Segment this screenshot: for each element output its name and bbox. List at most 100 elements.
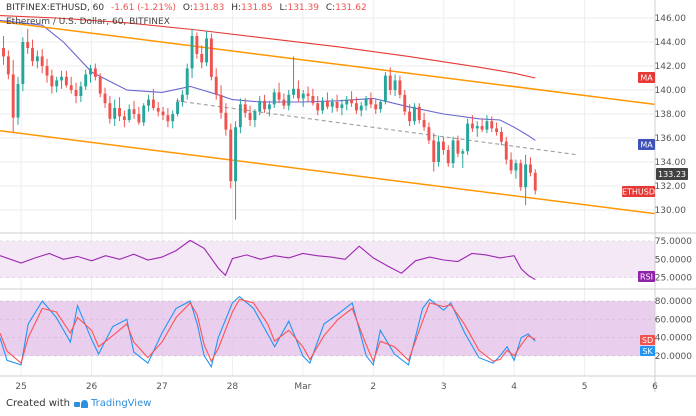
close-value: 131.62 xyxy=(335,3,367,13)
candle-body xyxy=(272,92,276,105)
ma-blue-badge[interactable]: MA xyxy=(638,139,655,150)
candle-body xyxy=(74,90,78,96)
candle-body xyxy=(277,92,281,100)
candle xyxy=(55,76,59,93)
candle xyxy=(224,103,228,136)
candle-body xyxy=(151,99,155,108)
x-tick-label: 2 xyxy=(370,382,376,392)
midline-dashed xyxy=(176,100,578,156)
candle xyxy=(127,104,131,123)
candle-body xyxy=(509,159,513,171)
candle-body xyxy=(359,105,363,111)
last-price-badge[interactable]: 133.23 xyxy=(656,168,688,180)
candle xyxy=(514,159,518,179)
rsi-badge-label: RSI xyxy=(640,273,653,282)
candle-body xyxy=(89,68,92,75)
candle-body xyxy=(69,85,73,90)
candle xyxy=(524,154,528,206)
candle-body xyxy=(166,115,170,122)
candle-body xyxy=(321,100,325,111)
candle-body xyxy=(137,114,141,123)
ethusd-badge[interactable]: ETHUSD xyxy=(622,186,655,197)
candle xyxy=(40,49,44,74)
candle-body xyxy=(374,104,378,110)
candle xyxy=(379,99,383,113)
tradingview-logo-icon xyxy=(73,399,88,409)
candle xyxy=(287,90,291,111)
candle xyxy=(292,56,296,99)
candle-body xyxy=(499,132,503,142)
candle-body xyxy=(45,66,49,76)
stochastic-tick-label: 80.0000 xyxy=(655,297,692,307)
candle-body xyxy=(514,163,518,171)
candle xyxy=(485,115,489,134)
candle xyxy=(369,92,373,108)
candle xyxy=(528,157,532,177)
stochastic-d-line xyxy=(0,298,536,365)
time-axis[interactable]: 25 26 27 28 Mar 2 3 4 5 6 xyxy=(15,382,658,392)
candle xyxy=(2,36,5,65)
candle-body xyxy=(528,164,532,173)
candle xyxy=(330,98,334,113)
sk-badge[interactable]: SK xyxy=(640,346,655,356)
stochastic-tick-label: 40.0000 xyxy=(655,334,692,344)
candle-body xyxy=(11,74,15,118)
candle xyxy=(176,98,179,117)
stochastic-band xyxy=(0,301,655,356)
candle xyxy=(258,96,262,116)
candle-body xyxy=(31,48,34,62)
candle xyxy=(60,70,63,89)
candle-body xyxy=(480,126,484,130)
candle xyxy=(84,69,88,90)
rsi-tick-label: 50.0000 xyxy=(655,255,692,265)
ma-red-badge[interactable]: MA xyxy=(638,72,655,83)
candle xyxy=(350,91,354,107)
candle-body xyxy=(200,54,204,63)
candle-body xyxy=(60,76,63,81)
rsi-badge[interactable]: RSI xyxy=(638,271,655,282)
rsi-pane xyxy=(0,239,536,281)
created-with-text: Created with xyxy=(6,398,70,409)
candle xyxy=(214,68,218,100)
candle xyxy=(156,102,160,117)
candle xyxy=(533,169,537,195)
candle-body xyxy=(185,68,189,95)
candle-body xyxy=(147,99,150,106)
x-tick-label: 26 xyxy=(86,382,98,392)
candle xyxy=(456,135,460,158)
candle xyxy=(108,96,112,124)
rsi-tick-label: 25.0000 xyxy=(655,274,692,284)
candle-body xyxy=(325,100,329,107)
x-tick-label: 28 xyxy=(227,382,239,392)
candle-body xyxy=(35,56,39,62)
tradingview-brand: TradingView xyxy=(90,398,152,409)
candle xyxy=(495,122,499,136)
footer: Created with TradingView xyxy=(6,398,151,409)
candle xyxy=(398,75,402,99)
sd-badge[interactable]: SD xyxy=(640,335,655,345)
candle-body xyxy=(16,84,20,118)
candle xyxy=(142,103,146,126)
candle xyxy=(248,105,252,126)
candle-body xyxy=(490,121,494,129)
last-price-value: 133.23 xyxy=(658,170,686,179)
candle xyxy=(132,100,136,119)
candle-body xyxy=(340,104,344,108)
candle xyxy=(393,74,397,96)
sk-badge-label: SK xyxy=(642,347,653,356)
candle xyxy=(325,92,329,110)
candle-body xyxy=(446,150,450,164)
tradingview-logo[interactable]: TradingView xyxy=(73,398,152,409)
candle xyxy=(504,136,508,165)
candle xyxy=(147,94,150,112)
candle xyxy=(408,104,412,126)
candle xyxy=(122,110,126,128)
ma-blue-badge-label: MA xyxy=(640,141,653,150)
price-axis[interactable]: 130.00 132.00 134.00 136.00 138.00 140.00 142.… xyxy=(655,14,693,362)
candle-body xyxy=(437,141,441,162)
candle xyxy=(461,148,465,168)
candle xyxy=(185,63,189,100)
candle-body xyxy=(190,36,194,69)
open-label: O: xyxy=(183,3,193,13)
candle-body xyxy=(461,151,465,154)
